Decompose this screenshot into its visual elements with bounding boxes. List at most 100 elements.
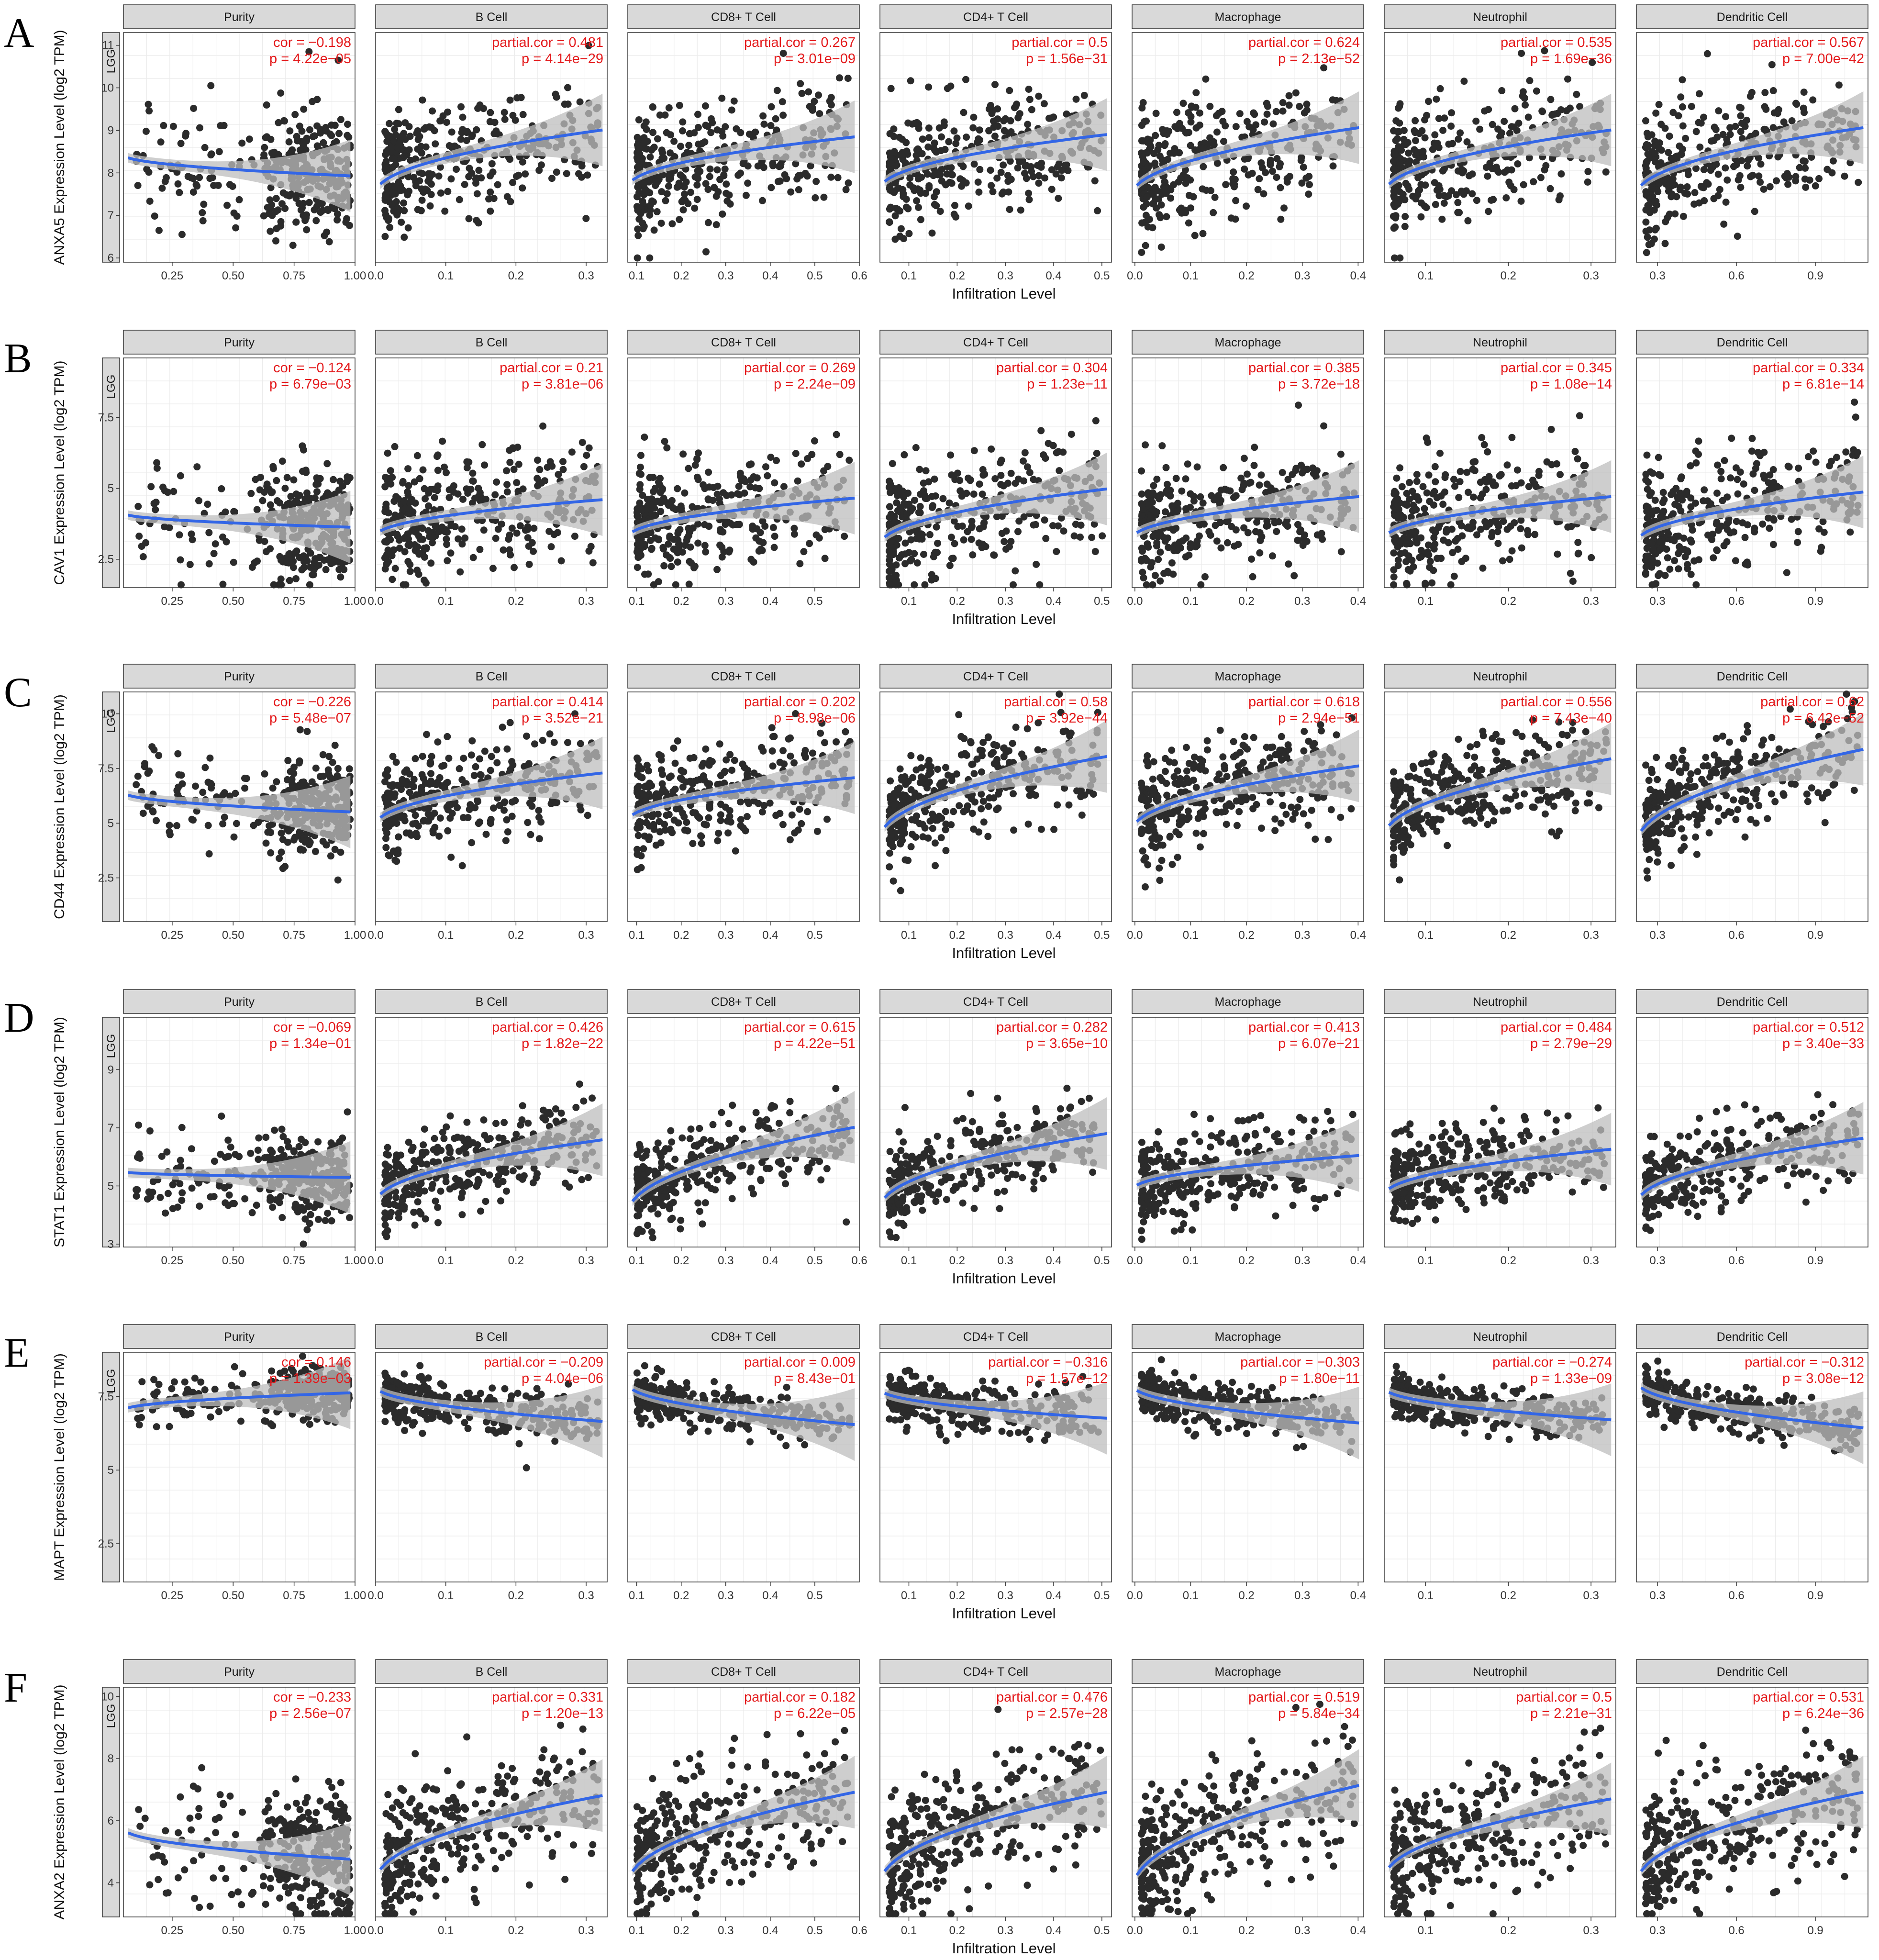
data-point (293, 137, 301, 145)
data-point (1305, 190, 1312, 198)
data-point (406, 561, 414, 568)
y-tick-label: 7 (108, 209, 114, 222)
x-tick-label: 0.9 (1807, 269, 1823, 282)
data-point (886, 159, 893, 167)
data-point (970, 160, 978, 168)
data-point (1182, 209, 1190, 216)
data-point (1723, 176, 1731, 184)
data-point (422, 185, 429, 193)
data-point (416, 177, 423, 185)
data-point (1294, 536, 1301, 544)
data-point (259, 497, 267, 504)
data-point (492, 535, 500, 542)
data-point (800, 548, 808, 556)
data-point (303, 137, 310, 145)
data-point (1007, 176, 1015, 183)
data-point (330, 205, 338, 212)
data-point (458, 540, 466, 548)
data-point (989, 188, 997, 196)
data-point (305, 199, 313, 206)
data-point (767, 122, 775, 129)
data-point (639, 491, 646, 499)
data-point (1762, 126, 1769, 134)
data-point (634, 564, 641, 571)
data-point (1453, 191, 1460, 199)
data-point (1574, 455, 1581, 463)
data-point (1734, 476, 1741, 483)
data-point (994, 105, 1001, 113)
data-point (204, 501, 211, 508)
data-point (1160, 534, 1168, 542)
data-point (1202, 75, 1210, 83)
data-point (444, 557, 451, 565)
data-point (634, 254, 641, 262)
data-point (1804, 453, 1812, 460)
data-point (321, 232, 328, 239)
data-point (1679, 122, 1687, 130)
panel-strip (627, 4, 860, 29)
data-point (812, 178, 820, 185)
data-point (752, 128, 759, 136)
panel-strip-label: CD4+ T Cell (963, 11, 1028, 24)
data-point (1650, 507, 1657, 515)
data-point (457, 135, 465, 143)
data-point (1708, 536, 1715, 544)
data-point (1200, 163, 1207, 170)
data-point (585, 444, 593, 452)
data-point (1518, 544, 1525, 552)
data-point (1394, 512, 1401, 519)
data-point (787, 188, 795, 196)
data-point (954, 469, 961, 477)
data-point (903, 147, 911, 155)
data-point (474, 104, 482, 112)
data-point (312, 217, 320, 224)
data-point (292, 490, 300, 498)
data-point (1738, 157, 1746, 165)
data-point (990, 123, 998, 131)
data-point (233, 212, 241, 220)
data-point (1762, 105, 1770, 113)
data-point (1244, 529, 1252, 536)
data-point (1263, 111, 1271, 118)
data-point (500, 109, 508, 116)
data-point (1320, 64, 1328, 72)
panel-strip-label: Neutrophil (1473, 11, 1527, 24)
data-point (1454, 199, 1462, 206)
data-point (1277, 215, 1285, 223)
data-point (1759, 520, 1767, 528)
data-point (654, 135, 661, 143)
correlation-label: partial.cor = 0.5 (1012, 35, 1108, 50)
data-point (1030, 476, 1037, 483)
data-point (1182, 475, 1190, 483)
data-point (1157, 201, 1165, 209)
data-point (1007, 128, 1015, 135)
data-point (1508, 482, 1515, 490)
data-point (1176, 149, 1183, 156)
fit-line (884, 133, 1107, 183)
data-point (291, 111, 299, 118)
data-point (952, 213, 960, 221)
data-point (904, 205, 912, 212)
data-point (1184, 460, 1191, 468)
data-point (1165, 569, 1172, 577)
data-point (1028, 106, 1035, 113)
data-point (1580, 462, 1588, 469)
data-point (915, 204, 922, 211)
data-point (976, 126, 983, 134)
data-point (965, 202, 972, 210)
data-point (1273, 528, 1280, 535)
data-point (833, 431, 840, 438)
data-point (522, 170, 529, 178)
data-point (936, 208, 944, 215)
data-point (713, 566, 721, 573)
data-point (635, 163, 643, 170)
data-point (676, 101, 683, 109)
data-point (648, 546, 655, 553)
x-tick-label: 0.2 (508, 595, 524, 608)
data-point (997, 168, 1005, 176)
data-point (400, 199, 407, 207)
data-point (1783, 569, 1790, 577)
data-point (998, 530, 1006, 537)
data-point (1780, 118, 1788, 126)
data-point (976, 480, 983, 488)
